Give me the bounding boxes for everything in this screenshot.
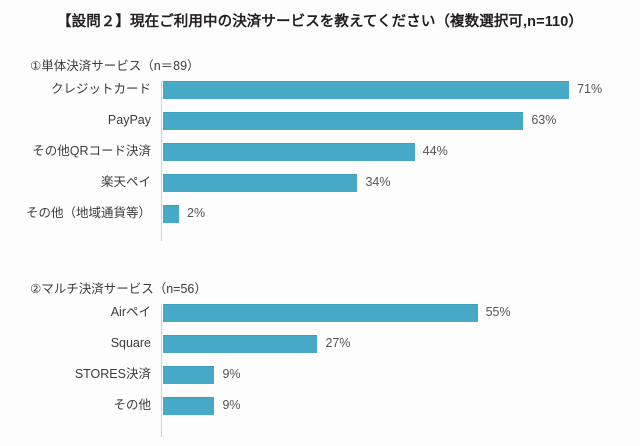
- bar-value-label: 9%: [222, 367, 241, 381]
- bar-row: その他 9%: [0, 397, 640, 428]
- bar-value-label: 55%: [485, 305, 511, 319]
- bar-row: その他（地域通貨等） 2%: [0, 205, 640, 236]
- bar: [163, 397, 215, 415]
- bar-value-label: 63%: [531, 113, 557, 127]
- bar-row: Airペイ 55%: [0, 304, 640, 335]
- chart-axis-line: [161, 304, 162, 437]
- bar-category-label: 楽天ペイ: [100, 175, 151, 189]
- section-heading: ②マルチ決済サービス（n=56）: [30, 282, 207, 296]
- bar: [163, 81, 570, 99]
- bar-row: PayPay 63%: [0, 112, 640, 143]
- section-heading: ①単体決済サービス（n＝89）: [30, 59, 200, 73]
- bar-value-label: 71%: [577, 82, 603, 96]
- bar-value-label: 2%: [187, 206, 206, 220]
- bar-row: クレジットカード 71%: [0, 81, 640, 112]
- bar-category-label: その他: [113, 398, 151, 412]
- bar-category-label: その他（地域通貨等）: [25, 206, 151, 220]
- bar: [163, 143, 415, 161]
- bar-category-label: クレジットカード: [50, 82, 151, 96]
- chart-axis-line: [161, 81, 162, 241]
- bar: [163, 366, 215, 384]
- bar-category-label: Airペイ: [110, 305, 151, 319]
- page-title: 【設問２】現在ご利用中の決済サービスを教えてください（複数選択可,n=110）: [57, 14, 583, 30]
- bar-category-label: STORES決済: [74, 367, 151, 381]
- bar-category-label: Square: [110, 336, 151, 350]
- bar-value-label: 44%: [422, 144, 448, 158]
- bar: [163, 174, 358, 192]
- bar-row: STORES決済 9%: [0, 366, 640, 397]
- bar-row: 楽天ペイ 34%: [0, 174, 640, 205]
- bar-value-label: 9%: [222, 398, 241, 412]
- bar: [163, 304, 478, 322]
- bar: [163, 112, 524, 130]
- bar: [163, 335, 318, 353]
- bar-value-label: 27%: [325, 336, 351, 350]
- bar-row: Square 27%: [0, 335, 640, 366]
- bar-category-label: PayPay: [107, 113, 151, 127]
- bar-value-label: 34%: [365, 175, 391, 189]
- bar-row: その他QRコード決済 44%: [0, 143, 640, 174]
- bar-category-label: その他QRコード決済: [32, 144, 151, 158]
- bar: [163, 205, 179, 223]
